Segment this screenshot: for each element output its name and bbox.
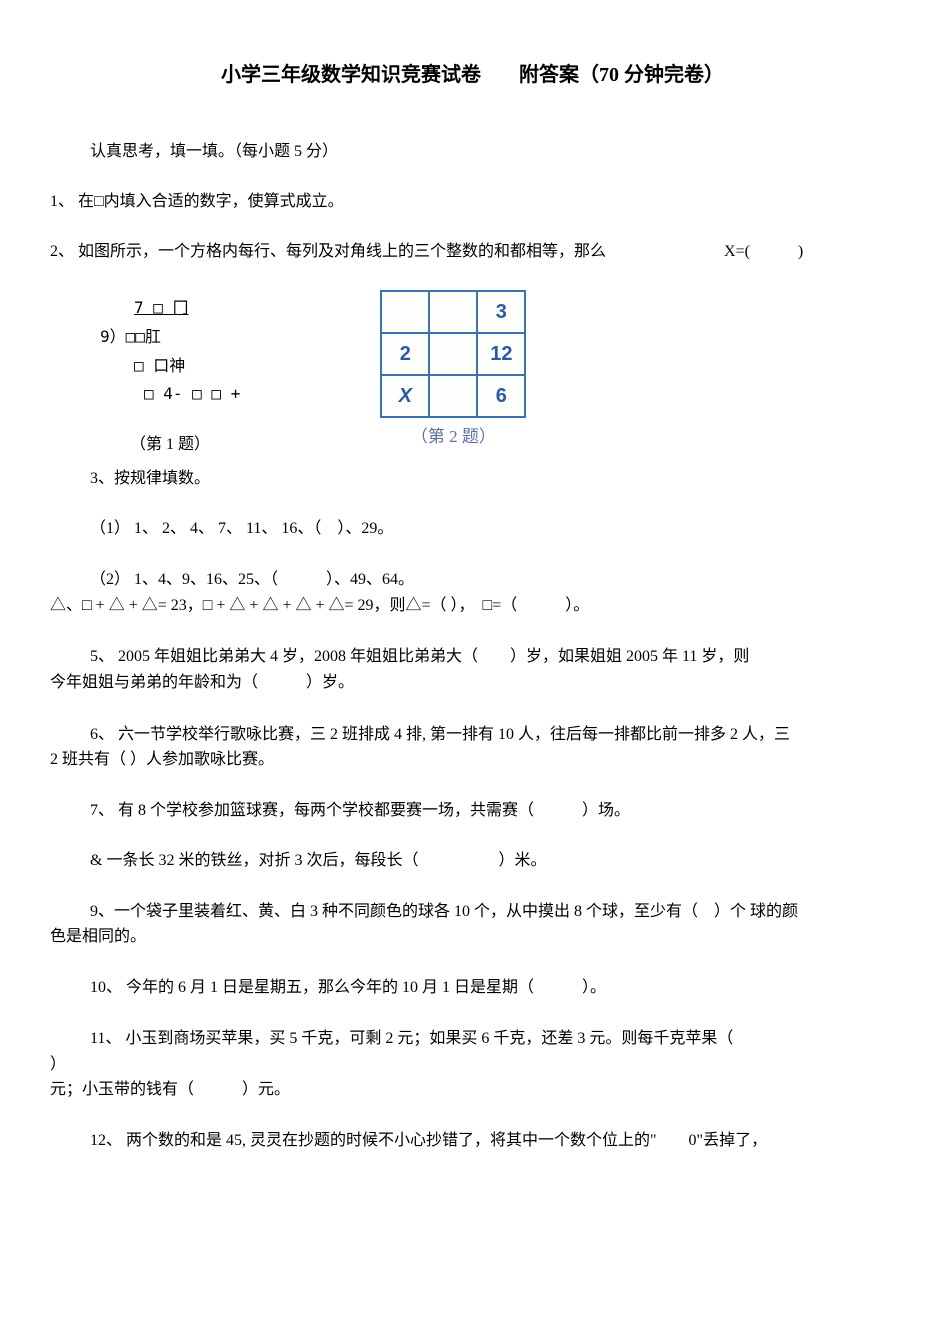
question-5: 5、 2005 年姐姐比弟弟大 4 岁，2008 年姐姐比弟弟大（ ）岁，如果姐… [50,644,895,695]
q2-caption: （第 2 题） [380,424,526,450]
question-11c: 元；小玉带的钱有（ ）元。 [50,1077,895,1103]
title-part2: 附答案（70 分钟完卷） [519,64,724,86]
page-title: 小学三年级数学知识竞赛试卷 附答案（70 分钟完卷） [50,60,895,90]
grid-cell: X [381,375,429,417]
question-3-2b: △、□ + △ + △= 23，□ + △ + △ + △ + △= 29，则△… [50,593,895,619]
question-9: 9、一个袋子里装着红、黄、白 3 种不同颜色的球各 10 个，从中摸出 8 个球… [50,899,895,950]
question-3-2: （2） 1、4、9、16、25、（ ）、49、64。 △、□ + △ + △= … [90,567,895,618]
grid-cell [381,291,429,333]
instruction-text: 认真思考，填一填。（每小题 5 分） [90,140,895,164]
question-11b: ） [50,1052,895,1078]
grid-cell: 6 [477,375,525,417]
question-3-2a: （2） 1、4、9、16、25、（ ）、49、64。 [90,567,895,593]
division-line2: 9）□□肛 [100,323,240,352]
title-part1: 小学三年级数学知识竞赛试卷 [221,64,481,86]
division-line3: □ 口神 [134,352,240,381]
grid-cell: 2 [381,333,429,375]
question-8: & 一条长 32 米的铁丝，对折 3 次后，每段长（ ）米。 [90,849,895,873]
figures-row: 7 □ 冂 9）□□肛 □ 口神 □ 4- □ □ + （第 1 题） 3 2 … [50,290,895,457]
question-2: 2、 如图所示，一个方格内每行、每列及对角线上的三个整数的和都相等，那么 X=(… [50,240,895,264]
grid-cell: 3 [477,291,525,333]
question-2-body: 2、 如图所示，一个方格内每行、每列及对角线上的三个整数的和都相等，那么 [50,243,606,260]
question-9a: 9、一个袋子里装着红、黄、白 3 种不同颜色的球各 10 个，从中摸出 8 个球… [90,899,895,925]
q2-figure: 3 2 12 X 6 （第 2 题） [380,290,526,450]
q1-figure: 7 □ 冂 9）□□肛 □ 口神 □ 4- □ □ + （第 1 题） [100,294,240,457]
question-6a: 6、 六一节学校举行歌咏比赛，三 2 班排成 4 排, 第一排有 10 人，往后… [90,722,895,748]
question-1: 1、 在□内填入合适的数字，使算式成立。 [50,190,895,214]
division-quotient: 7 □ 冂 [134,294,240,323]
grid-cell [429,375,477,417]
grid-cell [429,333,477,375]
question-9b: 色是相同的。 [50,924,895,950]
question-10: 10、 今年的 6 月 1 日是星期五，那么今年的 10 月 1 日是星期（ ）… [90,976,895,1000]
question-11: 11、 小玉到商场买苹果，买 5 千克，可剩 2 元；如果买 6 千克，还差 3… [50,1026,895,1103]
question-11a: 11、 小玉到商场买苹果，买 5 千克，可剩 2 元；如果买 6 千克，还差 3… [90,1026,895,1052]
question-7: 7、 有 8 个学校参加篮球赛，每两个学校都要赛一场，共需赛（ ）场。 [90,799,895,823]
question-6: 6、 六一节学校举行歌咏比赛，三 2 班排成 4 排, 第一排有 10 人，往后… [50,722,895,773]
grid-table: 3 2 12 X 6 [380,290,526,418]
question-2-tail: X=( ) [724,243,803,260]
table-row: X 6 [381,375,525,417]
q1-caption: （第 1 题） [130,433,240,457]
question-5b: 今年姐姐与弟弟的年龄和为（ ）岁。 [50,670,895,696]
question-12: 12、 两个数的和是 45, 灵灵在抄题的时候不小心抄错了，将其中一个数个位上的… [90,1129,895,1153]
grid-cell [429,291,477,333]
question-6b: 2 班共有（ ）人参加歌咏比赛。 [50,747,895,773]
question-5a: 5、 2005 年姐姐比弟弟大 4 岁，2008 年姐姐比弟弟大（ ）岁，如果姐… [90,644,895,670]
division-line4: □ 4- □ □ + [144,380,240,409]
question-3-1: （1） 1、 2、 4、 7、 11、 16、（ ）、29。 [90,517,895,541]
table-row: 2 12 [381,333,525,375]
table-row: 3 [381,291,525,333]
division-figure: 7 □ 冂 9）□□肛 □ 口神 □ 4- □ □ + [100,294,240,409]
question-3: 3、按规律填数。 [90,467,895,491]
grid-cell: 12 [477,333,525,375]
